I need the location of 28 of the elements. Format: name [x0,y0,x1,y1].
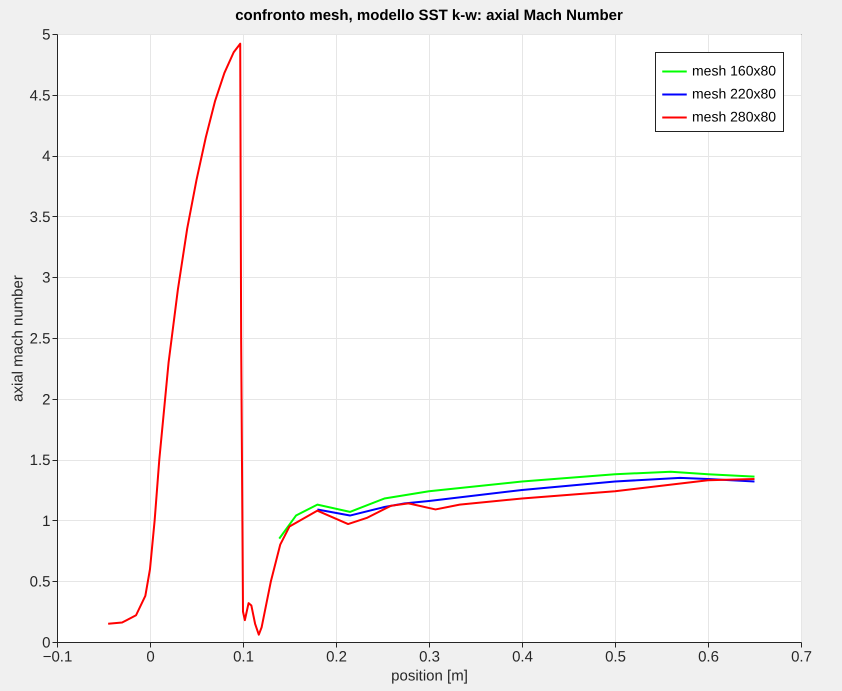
line-series [278,470,756,540]
y-tick-label: 1 [42,512,50,530]
chart-title: confronto mesh, modello SST k-w: axial Mach Number [235,7,623,24]
y-tick-label: 4 [42,148,50,166]
y-tick-label: 3.5 [30,208,50,226]
legend-label: mesh 160x80 [692,62,776,78]
x-tick-label: 0.7 [791,648,812,666]
legend-label: mesh 220x80 [692,86,776,102]
x-tick-label: 0.4 [512,648,533,666]
y-tick-label: 0.5 [30,574,50,591]
y-tick-label: 2.5 [30,330,50,348]
line-series [316,476,756,517]
x-tick-label: −0.1 [42,648,72,666]
x-tick-label: 0.3 [419,648,440,666]
x-tick-label: 0.2 [326,648,347,666]
y-tick-label: 2 [42,391,50,408]
y-tick-label: 1.5 [30,452,50,470]
y-tick-label: 0 [42,634,50,652]
y-tick-label: 4.5 [30,87,50,104]
x-tick-label: 0.1 [233,648,254,666]
x-axis-title: position [m] [391,668,468,684]
legend-label: mesh 280x80 [692,108,776,124]
y-tick-label: 3 [42,270,50,287]
x-tick-label: 0.6 [698,648,719,666]
y-axis-title: axial mach number [10,275,27,402]
x-tick-label: 0 [146,648,155,666]
y-tick-label: 5 [42,26,50,44]
x-tick-label: 0.5 [605,648,626,666]
